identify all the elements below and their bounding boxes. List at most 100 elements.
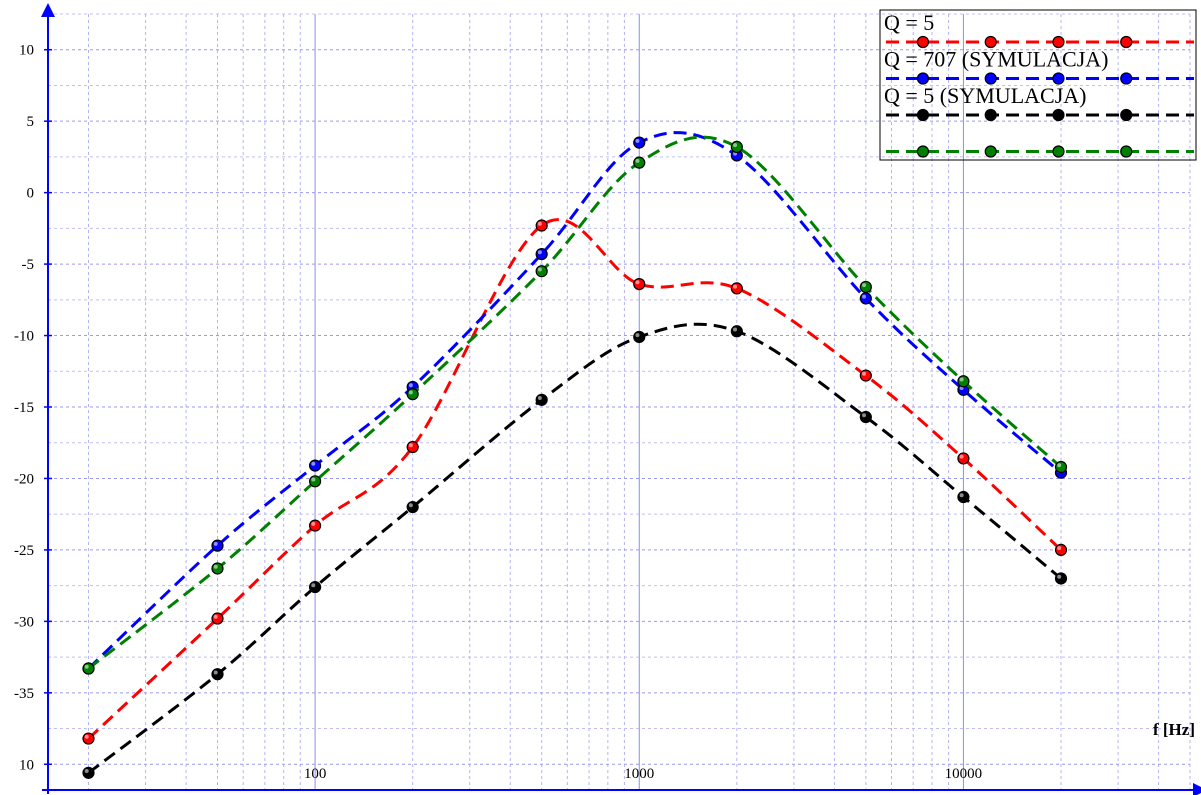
data-point: [633, 330, 646, 344]
data-point: [211, 668, 224, 681]
data-point-highlight: [635, 280, 640, 285]
data-point: [957, 490, 970, 504]
data-point: [308, 459, 322, 472]
data-point: [859, 292, 872, 305]
data-point-highlight: [635, 158, 640, 163]
data-point: [1054, 543, 1068, 557]
data-point-highlight: [84, 769, 89, 774]
data-point-highlight: [537, 250, 542, 255]
legend-swatch-marker: [984, 35, 997, 49]
data-point-highlight: [408, 383, 413, 388]
data-point: [82, 732, 95, 745]
data-point-highlight: [959, 377, 964, 382]
series-line: [87, 131, 1062, 670]
data-point: [859, 369, 872, 382]
legend-swatch-marker: [1052, 108, 1065, 122]
data-point-highlight: [537, 396, 542, 401]
data-point-highlight: [311, 521, 316, 526]
data-point-highlight: [213, 670, 218, 675]
data-point-highlight: [213, 564, 218, 569]
data-point: [730, 325, 743, 338]
data-point: [211, 539, 224, 552]
y-tick-label: 5: [27, 114, 35, 130]
legend-swatch-marker: [916, 35, 930, 49]
legend: Q = 5 Q = 707 (SYMULACJA) Q = 5 (SYMULACJA…: [879, 9, 1197, 161]
data-point-highlight: [311, 583, 316, 588]
data-point: [308, 580, 322, 594]
data-point-highlight: [213, 614, 218, 619]
legend-swatch-marker: [1120, 72, 1133, 85]
data-point-highlight: [84, 734, 89, 739]
data-point: [633, 156, 646, 169]
data-point: [633, 277, 646, 291]
legend-swatch-marker: [984, 108, 997, 122]
series: [82, 131, 1068, 779]
x-axis-title: f [Hz]: [1153, 720, 1195, 739]
data-point: [535, 393, 548, 406]
data-point: [1054, 572, 1068, 585]
legend-swatch-marker: [1052, 145, 1065, 158]
series-3: [82, 322, 1068, 779]
legend-label: Q = 707 (SYMULACJA): [884, 47, 1108, 72]
legend-swatch-marker: [1120, 145, 1133, 158]
x-tick-label: 1000: [624, 766, 654, 782]
legend-label: Q = 5 (SYMULACJA): [884, 83, 1086, 108]
data-point: [406, 388, 419, 401]
data-point: [859, 280, 872, 294]
data-point-highlight: [1057, 574, 1062, 579]
data-point: [211, 562, 224, 575]
data-point: [957, 375, 970, 388]
data-point-highlight: [635, 333, 640, 338]
legend-swatch-marker: [1052, 35, 1065, 49]
data-point-highlight: [862, 371, 867, 376]
axes: [41, 3, 1201, 795]
legend-swatch-marker: [984, 72, 997, 85]
data-point-highlight: [862, 283, 867, 288]
data-point-highlight: [1057, 546, 1062, 551]
y-tick-label: -20: [14, 471, 34, 487]
data-point-highlight: [311, 461, 316, 466]
grid: [48, 13, 1191, 790]
data-point-highlight: [733, 284, 738, 289]
legend-swatch-marker: [1120, 108, 1133, 122]
data-point-highlight: [733, 143, 738, 148]
data-point: [211, 612, 224, 625]
y-tick-label: -15: [14, 400, 34, 416]
y-tick-label: 10: [19, 757, 34, 773]
y-tick-label: -25: [14, 543, 34, 559]
data-point: [535, 219, 548, 232]
y-tick-label: -10: [14, 329, 34, 345]
data-point-highlight: [213, 541, 218, 546]
data-point: [535, 265, 548, 278]
legend-swatch-marker: [1120, 35, 1133, 49]
legend-swatch-marker: [1052, 72, 1065, 85]
series-line: [87, 322, 1062, 775]
data-point: [859, 410, 872, 424]
series-2: [82, 131, 1068, 675]
data-point-highlight: [635, 138, 640, 143]
series-1: [82, 218, 1068, 745]
series-line: [87, 218, 1063, 740]
data-point: [308, 475, 322, 488]
data-point-highlight: [1057, 463, 1062, 468]
legend-label: Q = 5: [884, 10, 934, 35]
data-point-highlight: [959, 454, 964, 459]
data-point-highlight: [408, 443, 413, 448]
tick-labels: 10 5 0 -5 -10 -15 -20 -25 -30 -35 10 100 1000 10000: [14, 43, 982, 782]
legend-swatch-marker: [916, 108, 930, 122]
y-tick-label: 10: [19, 43, 34, 59]
data-point-highlight: [862, 294, 867, 299]
data-point: [730, 282, 743, 295]
data-point-highlight: [959, 493, 964, 498]
data-point: [1054, 460, 1068, 474]
data-point-highlight: [537, 267, 542, 272]
x-tick-label: 10000: [945, 766, 983, 782]
data-point: [957, 452, 970, 465]
series-line: [87, 135, 1062, 670]
data-point-highlight: [408, 503, 413, 508]
data-point: [730, 140, 743, 154]
data-point-highlight: [84, 664, 89, 669]
data-point: [406, 440, 419, 454]
data-point: [633, 136, 646, 149]
